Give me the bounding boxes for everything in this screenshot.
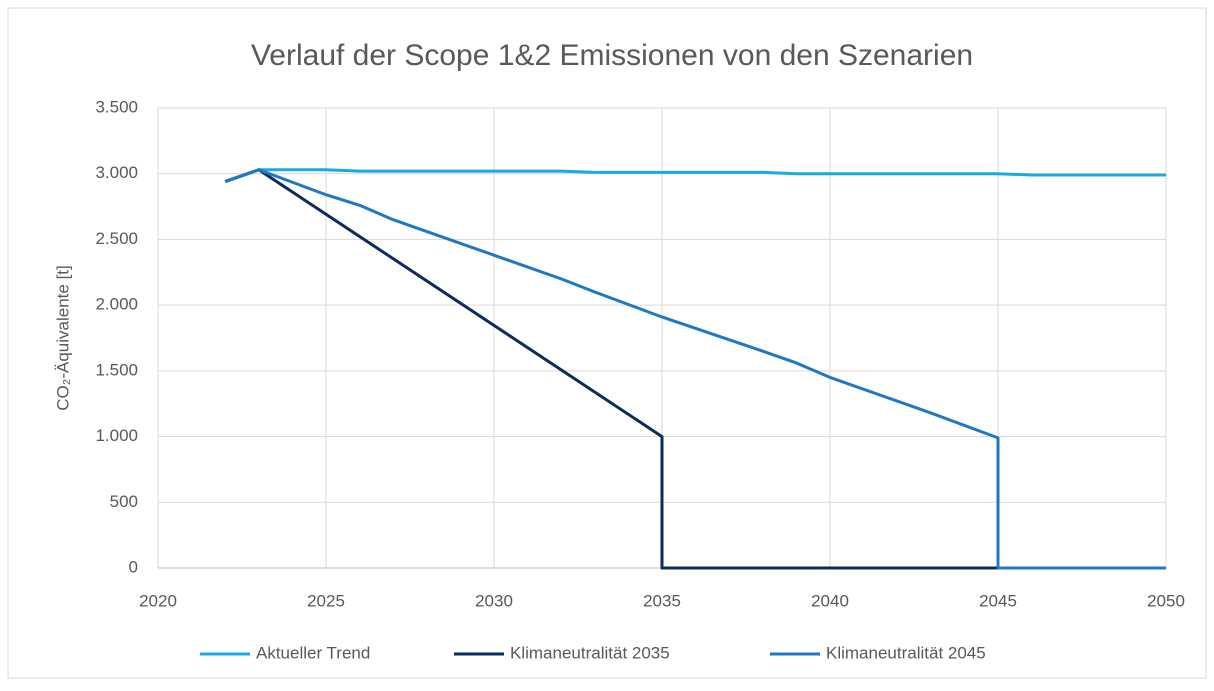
x-tick-label: 2030 [475, 591, 513, 610]
line-series [224, 168, 1166, 570]
chart-frame [7, 7, 1207, 679]
x-tick-label: 2025 [307, 591, 345, 610]
x-tick-label: 2035 [643, 591, 681, 610]
legend-label: Klimaneutralität 2035 [510, 643, 670, 662]
y-tick-label: 2.000 [95, 295, 138, 314]
y-tick-label: 3.500 [95, 97, 138, 116]
y-tick-label: 1.500 [95, 360, 138, 379]
x-tick-label: 2045 [979, 591, 1017, 610]
y-tick-label: 3.000 [95, 163, 138, 182]
x-tick-label: 2040 [811, 591, 849, 610]
x-tick-label: 2020 [139, 591, 177, 610]
x-tick-label: 2050 [1147, 591, 1185, 610]
y-tick-label: 2.500 [95, 229, 138, 248]
y-tick-label: 0 [129, 557, 138, 576]
legend-label: Klimaneutralität 2045 [826, 643, 986, 662]
chart-title: Verlauf der Scope 1&2 Emissionen von den… [251, 39, 973, 72]
legend-label: Aktueller Trend [256, 643, 370, 662]
y-tick-label: 1.000 [95, 426, 138, 445]
y-tick-label: 500 [110, 492, 138, 511]
y-axis-label: CO₂-Äquivalente [t] [53, 265, 72, 411]
line-series [224, 168, 1166, 184]
